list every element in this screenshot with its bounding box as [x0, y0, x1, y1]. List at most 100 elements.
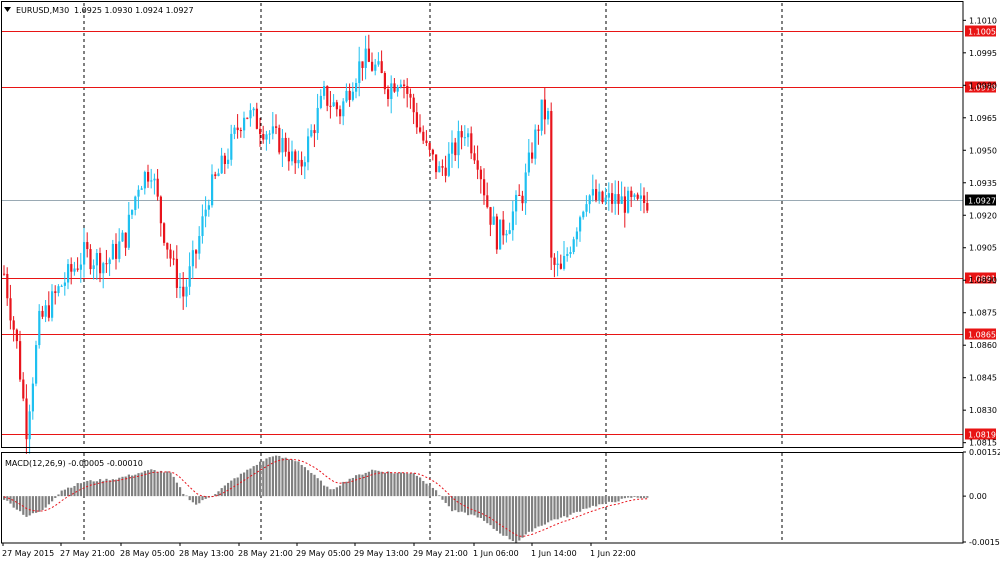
price-tick-label: 1.0920 — [969, 211, 997, 220]
macd-bar — [127, 474, 130, 497]
macd-bar — [585, 496, 588, 509]
candle — [76, 257, 79, 272]
macd-bar — [358, 474, 361, 497]
candle — [60, 284, 63, 287]
macd-bar — [412, 473, 415, 497]
level-price-tag — [965, 81, 996, 93]
candle — [153, 173, 156, 195]
macd-bar — [67, 487, 70, 497]
candle — [159, 195, 162, 237]
candle — [268, 130, 271, 144]
candle — [255, 102, 258, 130]
candle — [479, 166, 482, 194]
macd-bar — [102, 480, 105, 497]
macd-bar — [588, 496, 591, 508]
candle — [348, 83, 351, 107]
candle — [35, 340, 38, 387]
candle — [230, 124, 233, 166]
candle — [329, 91, 332, 119]
candle — [390, 75, 393, 114]
macd-bar — [441, 496, 444, 500]
candle — [175, 245, 178, 298]
candle — [294, 149, 297, 174]
macd-bar — [351, 477, 354, 497]
candle — [582, 210, 585, 220]
macd-bar — [19, 496, 22, 512]
candle — [275, 114, 278, 135]
macd-bar — [278, 455, 281, 497]
macd-bar — [268, 457, 271, 497]
candle — [204, 196, 207, 228]
time-tick-label: 1 Jun 06:00 — [473, 549, 519, 558]
horizontal-level-lines[interactable]: 1.1005 1.0979 1.0891 1.0865 1.0819 1.0927 — [2, 25, 996, 440]
candle — [553, 253, 556, 278]
macd-bar — [143, 470, 146, 497]
candle — [457, 120, 460, 169]
price-tick-label: 1.0965 — [969, 114, 997, 123]
candle — [121, 230, 124, 242]
macd-bar — [495, 496, 498, 531]
candle — [572, 236, 575, 255]
macd-bar — [51, 496, 54, 502]
macd-bar — [428, 485, 431, 497]
macd-bar — [316, 478, 319, 497]
macd-bar — [390, 472, 393, 497]
macd-bar — [182, 493, 185, 497]
macd-bar — [377, 470, 380, 497]
candle — [447, 142, 450, 178]
candle — [83, 228, 86, 278]
candle — [265, 130, 268, 151]
candle — [377, 52, 380, 67]
candle — [182, 272, 185, 310]
candle — [172, 250, 175, 266]
candle — [540, 99, 543, 136]
candle — [425, 130, 428, 147]
macd-bar — [134, 474, 137, 497]
candle — [579, 215, 582, 242]
candle — [492, 206, 495, 225]
candle — [31, 377, 34, 420]
macd-bar — [575, 496, 578, 512]
candle — [345, 83, 348, 103]
macd-bar — [630, 496, 633, 498]
macd-bar — [422, 480, 425, 497]
candle — [531, 142, 534, 164]
macd-bar — [131, 475, 134, 497]
macd-bar — [54, 496, 57, 498]
macd-bar — [380, 471, 383, 497]
macd-bar — [201, 496, 204, 501]
candle — [15, 328, 18, 349]
macd-bar — [44, 496, 47, 508]
candle — [326, 85, 329, 112]
price-tick-label: 1.0995 — [969, 49, 997, 58]
macd-bar — [252, 466, 255, 497]
candle — [527, 139, 530, 176]
candle — [422, 125, 425, 145]
macd-bar — [547, 496, 550, 523]
price-tick-label: 1.1010 — [969, 16, 997, 25]
macd-bar — [310, 472, 313, 497]
candle — [393, 78, 396, 93]
candle — [406, 78, 409, 108]
candle — [495, 213, 498, 254]
macd-bar — [409, 473, 412, 497]
candle — [454, 137, 457, 162]
macd-tick-label: 0.00152 — [969, 448, 1000, 457]
macd-bar — [617, 496, 620, 502]
candle — [361, 61, 364, 81]
candle — [467, 128, 470, 147]
candle — [179, 273, 182, 299]
candle — [195, 249, 198, 269]
macd-bar — [236, 477, 239, 497]
time-tick-label: 27 May 2015 — [2, 549, 54, 558]
macd-bar — [387, 471, 390, 497]
macd-bar — [614, 496, 617, 503]
macd-label: MACD(12,26,9) -0.00005 -0.00010 — [5, 459, 143, 468]
macd-bar — [150, 469, 153, 497]
macd-bar — [179, 487, 182, 497]
triangle-down-icon[interactable] — [4, 7, 11, 12]
macd-bar — [95, 481, 98, 497]
macd-bar — [345, 481, 348, 497]
candle — [99, 247, 102, 283]
